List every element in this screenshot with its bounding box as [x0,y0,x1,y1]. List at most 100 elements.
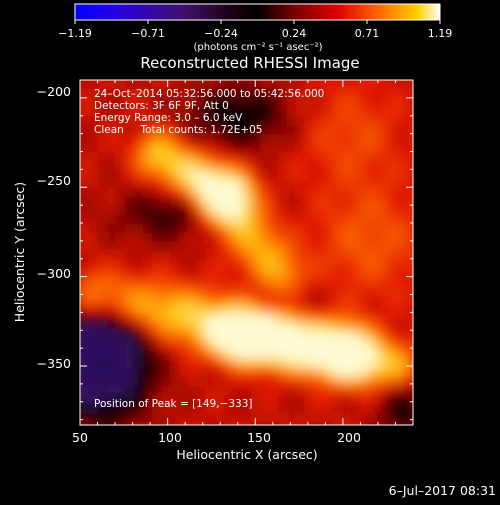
heatmap-cell [206,116,216,126]
heatmap-cell [107,377,117,387]
heatmap-cell [404,395,413,405]
heatmap-cell [323,242,333,252]
heatmap-cell [170,98,180,108]
heatmap-cell [386,323,396,333]
heatmap-cell [278,116,288,126]
heatmap-cell [188,341,198,351]
heatmap-cell [80,197,90,207]
heatmap-cell [395,404,405,414]
heatmap-cell [332,152,342,162]
heatmap-cell [161,314,171,324]
heatmap-cell [278,125,288,135]
heatmap-cell [269,206,279,216]
heatmap-cell [377,305,387,315]
y-tick-label: −350 [37,356,71,371]
heatmap-cell [314,287,324,297]
heatmap-cell [161,80,171,90]
heatmap-cell [395,98,405,108]
heatmap-cell [179,224,189,234]
heatmap-cell [341,233,351,243]
heatmap-cell [206,260,216,270]
heatmap-cell [197,296,207,306]
heatmap-cell [332,188,342,198]
heatmap-cell [413,224,423,234]
heatmap-cell [188,251,198,261]
x-tick-label: 150 [247,430,271,445]
heatmap-cell [89,332,99,342]
heatmap-cell [170,107,180,117]
heatmap-cell [305,197,315,207]
heatmap-cell [269,170,279,180]
heatmap-cell [413,377,423,387]
heatmap-cell [341,287,351,297]
heatmap-cell [125,233,135,243]
heatmap-cell [179,161,189,171]
x-axis-label: Heliocentric X (arcsec) [176,447,317,462]
heatmap-cell [134,107,144,117]
heatmap-cell [305,98,315,108]
heatmap-cell [395,197,405,207]
heatmap-cell [89,296,99,306]
heatmap-cell [197,224,207,234]
heatmap-cell [413,152,423,162]
heatmap-cell [206,278,216,288]
heatmap-cell [116,431,126,441]
heatmap-cell [332,215,342,225]
heatmap-cell [80,269,90,279]
heatmap-cell [161,170,171,180]
heatmap-cell [215,323,225,333]
heatmap-cell [134,287,144,297]
heatmap-cell [80,80,90,90]
heatmap-cell [179,188,189,198]
heatmap-cell [188,332,198,342]
heatmap-cell [395,125,405,135]
heatmap-cell [116,395,126,405]
heatmap-cell [152,215,162,225]
heatmap-cell [152,395,162,405]
heatmap-cell [161,143,171,153]
heatmap-cell [125,404,135,414]
heatmap-cell [197,80,207,90]
heatmap-cell [98,80,108,90]
heatmap-cell [197,359,207,369]
heatmap-cell [350,350,360,360]
heatmap-cell [332,359,342,369]
heatmap-cell [269,287,279,297]
heatmap-cell [386,404,396,414]
heatmap-cell [98,89,108,99]
heatmap-cell [260,386,270,396]
heatmap-cell [206,143,216,153]
heatmap-cell [179,152,189,162]
heatmap-cell [287,233,297,243]
heatmap-cell [233,170,243,180]
heatmap-cell [170,377,180,387]
colorbar-tick-label: 1.19 [428,27,453,40]
heatmap-cell [278,143,288,153]
heatmap-cell [251,170,261,180]
heatmap-cell [305,296,315,306]
heatmap-cell [359,143,369,153]
heatmap-cell [89,386,99,396]
heatmap-cell [296,161,306,171]
heatmap-cell [341,152,351,162]
heatmap-cell [107,242,117,252]
heatmap-cell [116,107,126,117]
heatmap-cell [395,80,405,90]
heatmap-cell [80,314,90,324]
heatmap-cell [413,296,423,306]
heatmap-cell [89,404,99,414]
heatmap-cell [260,161,270,171]
heatmap-cell [404,386,413,396]
heatmap-cell [161,332,171,342]
heatmap-cell [404,152,413,162]
heatmap-cell [233,323,243,333]
heatmap-cell [269,251,279,261]
heatmap-cell [206,422,216,425]
heatmap-cell [125,107,135,117]
heatmap-cell [188,260,198,270]
heatmap-cell [143,188,153,198]
heatmap-cell [143,296,153,306]
heatmap-cell [179,377,189,387]
heatmap-cell [287,98,297,108]
